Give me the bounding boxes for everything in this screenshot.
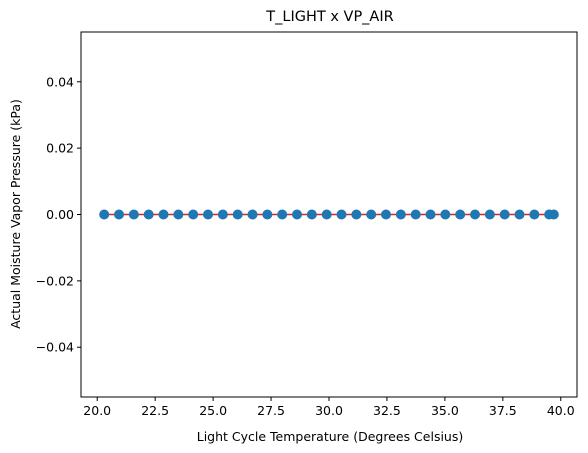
y-tick-label: 0.04 bbox=[46, 74, 74, 89]
y-tick-label: −0.04 bbox=[36, 340, 74, 355]
x-tick-label: 35.0 bbox=[431, 403, 459, 418]
data-point bbox=[306, 209, 317, 220]
x-tick-label: 30.0 bbox=[315, 403, 343, 418]
chart-title: T_LIGHT x VP_AIR bbox=[265, 9, 393, 25]
data-point bbox=[292, 209, 303, 220]
y-tick-label: −0.02 bbox=[36, 273, 74, 288]
data-point bbox=[217, 209, 228, 220]
data-point bbox=[158, 209, 169, 220]
data-point bbox=[336, 209, 347, 220]
data-point bbox=[247, 209, 258, 220]
data-point bbox=[499, 209, 510, 220]
x-tick-label: 32.5 bbox=[373, 403, 401, 418]
data-point bbox=[232, 209, 243, 220]
data-point bbox=[114, 209, 125, 220]
x-tick-label: 37.5 bbox=[489, 403, 517, 418]
axes: 20.0 22.5 25.0 27.5 30.0 32.5 35.0 37.5 40.0 −0.0… bbox=[36, 31, 578, 418]
data-point bbox=[529, 209, 540, 220]
data-point bbox=[351, 209, 362, 220]
data-point bbox=[366, 209, 377, 220]
data-point bbox=[128, 209, 139, 220]
data-point bbox=[277, 209, 288, 220]
data-point bbox=[425, 209, 436, 220]
y-tick-label: 0.00 bbox=[46, 207, 74, 222]
data-point bbox=[143, 209, 154, 220]
plot-area bbox=[99, 209, 559, 220]
data-point bbox=[514, 209, 525, 220]
y-tick-label: 0.02 bbox=[46, 141, 74, 156]
data-point bbox=[173, 209, 184, 220]
x-axis-label: Light Cycle Temperature (Degrees Celsius… bbox=[197, 429, 464, 444]
data-point bbox=[321, 209, 332, 220]
data-point bbox=[99, 209, 110, 220]
data-point bbox=[455, 209, 466, 220]
y-axis-label: Actual Moisture Vapor Pressure (kPa) bbox=[8, 99, 23, 329]
data-point bbox=[548, 209, 559, 220]
x-tick-label: 20.0 bbox=[83, 403, 111, 418]
data-point bbox=[440, 209, 451, 220]
data-point bbox=[262, 209, 273, 220]
data-point bbox=[484, 209, 495, 220]
x-tick-label: 22.5 bbox=[141, 403, 169, 418]
data-point bbox=[470, 209, 481, 220]
x-tick-label: 40.0 bbox=[547, 403, 575, 418]
data-point bbox=[410, 209, 421, 220]
x-tick-label: 25.0 bbox=[199, 403, 227, 418]
data-point bbox=[188, 209, 199, 220]
data-point bbox=[395, 209, 406, 220]
x-tick-label: 27.5 bbox=[257, 403, 285, 418]
data-point bbox=[203, 209, 214, 220]
data-point bbox=[381, 209, 392, 220]
